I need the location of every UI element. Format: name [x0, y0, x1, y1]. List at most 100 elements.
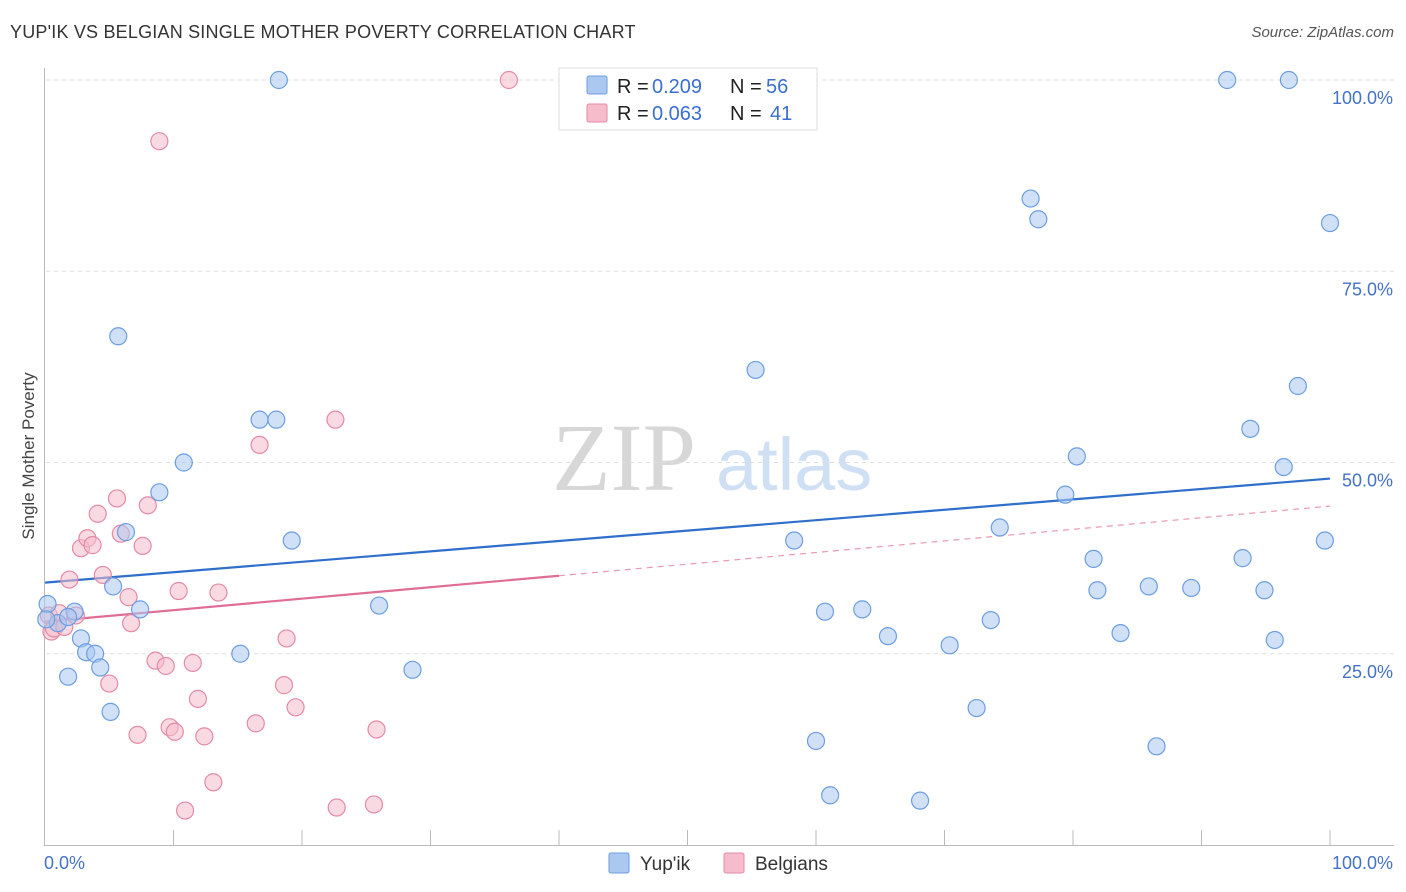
point-yupik-13 — [151, 484, 168, 501]
point-belgians-39 — [368, 721, 385, 738]
y-axis-tick-labels: 25.0% 50.0% 75.0% 100.0% — [1332, 88, 1393, 682]
bottom-legend-label-yupik: Yup'ik — [640, 854, 691, 875]
point-yupik-46 — [1242, 420, 1259, 437]
point-yupik-38 — [1085, 550, 1102, 567]
y-tick-label-100: 100.0% — [1332, 88, 1393, 108]
point-yupik-15 — [232, 645, 249, 662]
point-yupik-47 — [1256, 582, 1273, 599]
point-yupik-18 — [270, 72, 287, 89]
point-yupik-24 — [816, 603, 833, 620]
point-belgians-27 — [184, 654, 201, 671]
point-belgians-18 — [134, 537, 151, 554]
point-yupik-49 — [1275, 459, 1292, 476]
trend-line-extension-belgians — [559, 506, 1330, 576]
point-belgians-5 — [61, 571, 78, 588]
point-yupik-17 — [268, 411, 285, 428]
point-yupik-44 — [1219, 72, 1236, 89]
bottom-legend-label-belgians: Belgians — [755, 854, 828, 875]
point-belgians-36 — [287, 699, 304, 716]
point-belgians-37 — [327, 411, 344, 428]
point-yupik-10 — [110, 328, 127, 345]
point-yupik-36 — [1057, 486, 1074, 503]
point-yupik-39 — [1089, 582, 1106, 599]
gridlines — [46, 80, 1394, 654]
point-belgians-9 — [84, 537, 101, 554]
point-yupik-45 — [1234, 550, 1251, 567]
point-belgians-26 — [177, 802, 194, 819]
point-yupik-14 — [175, 454, 192, 471]
point-yupik-53 — [1322, 215, 1339, 232]
point-belgians-35 — [278, 630, 295, 647]
point-yupik-34 — [1022, 190, 1039, 207]
point-yupik-52 — [1316, 532, 1333, 549]
point-belgians-31 — [210, 584, 227, 601]
point-belgians-12 — [101, 675, 118, 692]
point-yupik-48 — [1266, 631, 1283, 648]
point-belgians-38 — [328, 799, 345, 816]
point-yupik-9 — [105, 578, 122, 595]
point-yupik-54 — [38, 611, 55, 628]
point-yupik-28 — [879, 628, 896, 645]
point-yupik-42 — [1148, 738, 1165, 755]
point-belgians-21 — [151, 133, 168, 150]
point-belgians-22 — [157, 657, 174, 674]
point-yupik-16 — [251, 411, 268, 428]
point-belgians-29 — [196, 728, 213, 745]
y-tick-label-25: 25.0% — [1342, 662, 1393, 682]
point-yupik-8 — [102, 703, 119, 720]
point-belgians-30 — [205, 774, 222, 791]
bottom-legend-swatch-belgians — [724, 853, 744, 873]
watermark-zip: ZIP — [552, 404, 696, 511]
point-yupik-21 — [404, 661, 421, 678]
point-belgians-25 — [170, 583, 187, 600]
point-yupik-11 — [117, 524, 134, 541]
legend-n-value-belgians: 41 — [770, 103, 792, 125]
y-tick-label-75: 75.0% — [1342, 279, 1393, 299]
legend-box: R = 0.209 N = 56 R = 0.063 N = 41 — [559, 68, 817, 130]
point-yupik-20 — [371, 597, 388, 614]
point-belgians-32 — [247, 715, 264, 732]
point-yupik-25 — [808, 732, 825, 749]
point-yupik-33 — [991, 519, 1008, 536]
point-yupik-0 — [39, 596, 56, 613]
point-yupik-43 — [1183, 579, 1200, 596]
point-yupik-32 — [982, 612, 999, 629]
point-yupik-23 — [786, 532, 803, 549]
point-belgians-24 — [166, 723, 183, 740]
point-yupik-50 — [1280, 72, 1297, 89]
legend-n-value-yupik: 56 — [766, 76, 788, 98]
point-belgians-13 — [108, 490, 125, 507]
point-belgians-40 — [500, 72, 517, 89]
point-yupik-37 — [1068, 448, 1085, 465]
watermark-atlas: atlas — [716, 423, 872, 506]
legend-r-label-belgians: R = — [617, 103, 649, 125]
legend-n-label-belgians: N = — [730, 103, 762, 125]
legend-n-label-yupik: N = — [730, 76, 762, 98]
point-yupik-19 — [283, 532, 300, 549]
point-yupik-27 — [854, 601, 871, 618]
x-axis-ticks — [174, 830, 1331, 846]
point-yupik-40 — [1112, 625, 1129, 642]
point-yupik-26 — [822, 787, 839, 804]
point-belgians-10 — [89, 505, 106, 522]
point-yupik-22 — [747, 361, 764, 378]
point-belgians-17 — [129, 726, 146, 743]
legend-r-label-yupik: R = — [617, 76, 649, 98]
point-yupik-31 — [968, 700, 985, 717]
point-yupik-2 — [60, 668, 77, 685]
point-yupik-51 — [1289, 378, 1306, 395]
x-tick-label-max: 100.0% — [1332, 853, 1393, 873]
point-belgians-28 — [189, 690, 206, 707]
scatter-chart: ZIP atlas 25.0%50.0%75.0%100.0% Single M… — [0, 0, 1406, 892]
point-belgians-41 — [365, 796, 382, 813]
bottom-legend: Yup'ik Belgians — [609, 853, 828, 875]
point-yupik-30 — [941, 637, 958, 654]
point-yupik-12 — [132, 601, 149, 618]
x-tick-label-min: 0.0% — [44, 853, 85, 873]
point-belgians-34 — [276, 677, 293, 694]
legend-swatch-yupik — [587, 76, 607, 94]
legend-r-value-belgians: 0.063 — [652, 103, 702, 125]
legend-r-value-yupik: 0.209 — [652, 76, 702, 98]
point-belgians-33 — [251, 436, 268, 453]
point-yupik-7 — [92, 659, 109, 676]
